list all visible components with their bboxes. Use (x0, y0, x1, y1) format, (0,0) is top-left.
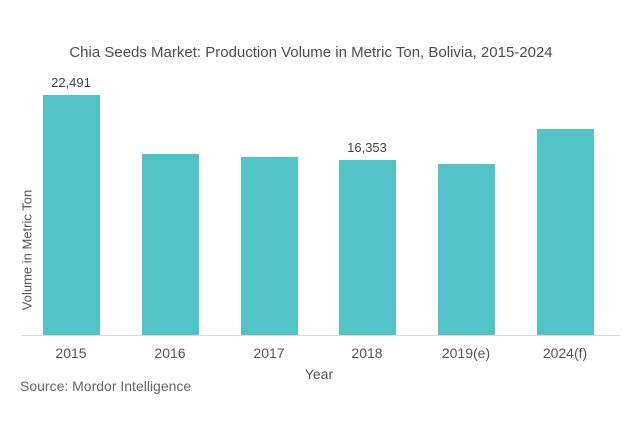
x-tick-2018: 2018 (351, 345, 383, 361)
x-tick-2016: 2016 (154, 345, 186, 361)
bar-2018 (339, 160, 396, 335)
y-axis-label: Volume in Metric Ton (19, 189, 35, 311)
bar-2017 (241, 157, 298, 335)
bar-2019e (438, 164, 495, 335)
x-tick-2019e: 2019(e) (441, 345, 491, 361)
source-note: Source: Mordor Intelligence (20, 378, 192, 394)
bar-2015 (43, 95, 100, 335)
x-tick-2024f: 2024(f) (542, 345, 588, 361)
bar-2016 (142, 154, 199, 335)
x-axis-line (22, 335, 620, 336)
data-label-2015: 22,491 (51, 75, 91, 90)
x-tick-2015: 2015 (55, 345, 87, 361)
chart-title: Chia Seeds Market: Production Volume in … (69, 44, 553, 61)
x-tick-2017: 2017 (253, 345, 285, 361)
x-axis-label: Year (304, 366, 334, 382)
bar-2024f (537, 129, 594, 335)
data-label-2018: 16,353 (347, 140, 387, 155)
